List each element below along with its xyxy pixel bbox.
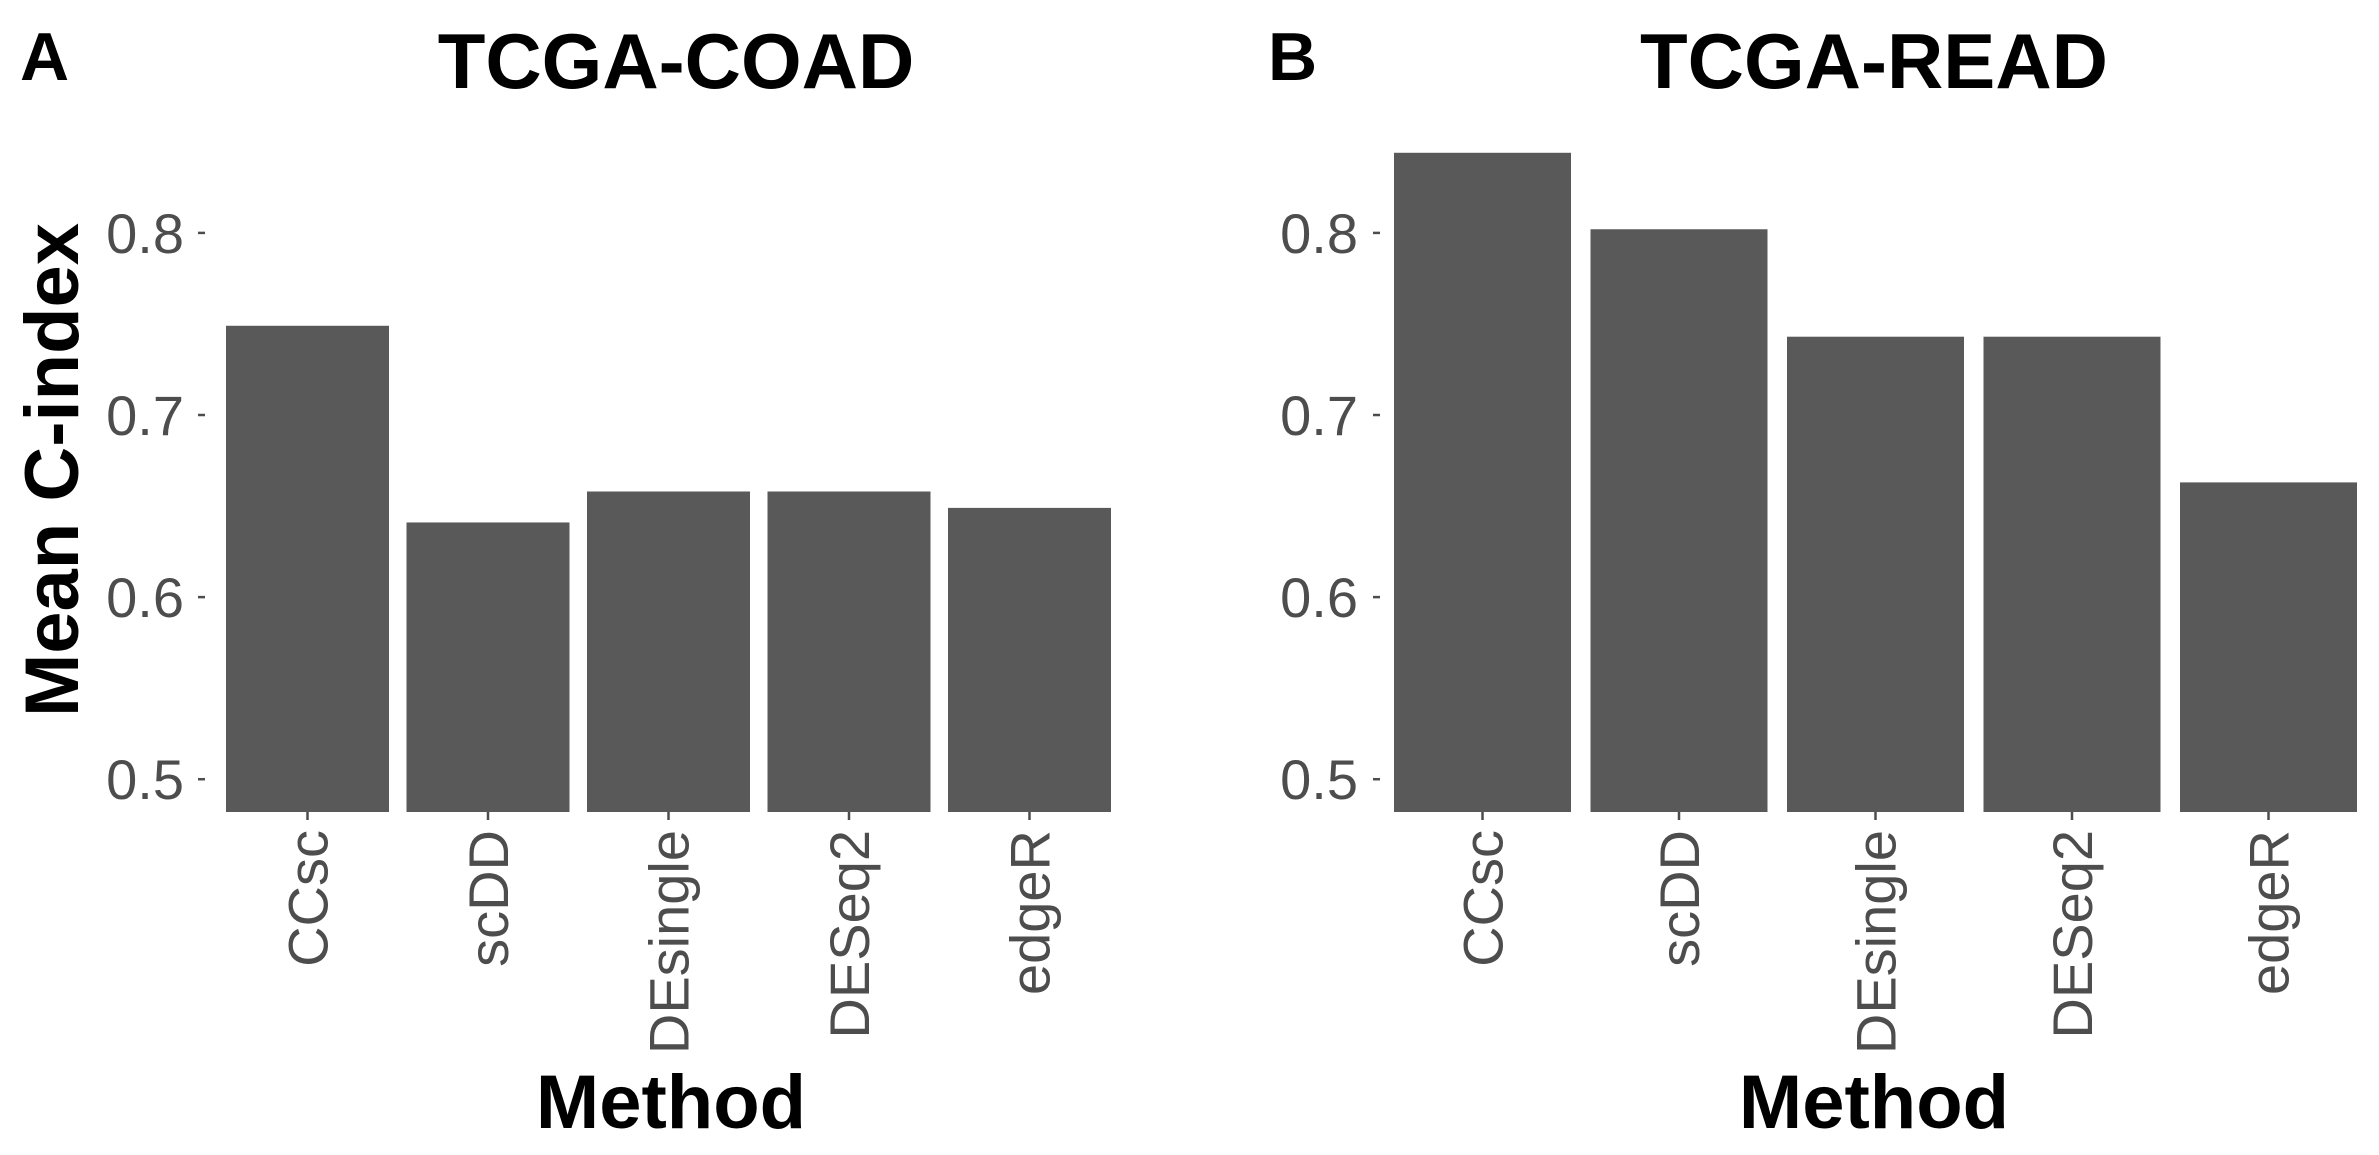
x-axis-title: Method <box>536 1060 806 1145</box>
x-tick-label: DEsingle <box>1845 830 1908 1054</box>
bar-scdd <box>406 522 570 812</box>
y-axis-title: Mean C-index <box>10 223 95 717</box>
bar-desingle <box>1787 336 1964 812</box>
y-tick-label: 0.8 <box>106 202 184 265</box>
chart-title: TCGA-COAD <box>438 17 915 105</box>
x-tick-label: scDD <box>1648 830 1711 967</box>
x-tick-label: DESeq2 <box>818 830 881 1039</box>
bar-ccsc <box>226 325 389 812</box>
x-tick-label: CCsc <box>277 830 340 967</box>
bar-scdd <box>1590 229 1768 812</box>
x-axis: CCsc scDD DEsingle DESeq2 edgeR <box>1452 812 2301 1054</box>
x-tick-label: edgeR <box>999 830 1062 995</box>
y-axis: 0.5 0.6 0.7 0.8 <box>1280 202 1380 811</box>
x-tick-label: CCsc <box>1452 830 1515 967</box>
panel-b: B TCGA-READ 0.5 0.6 0.7 0.8 CCsc scDD DEsingl… <box>1268 17 2357 1145</box>
x-tick-label: DESeq2 <box>2041 830 2104 1039</box>
bars <box>1394 152 2357 813</box>
y-tick-label: 0.6 <box>1280 566 1358 629</box>
bar-edger <box>2180 482 2357 812</box>
y-tick-label: 0.5 <box>106 748 184 811</box>
y-tick-label: 0.6 <box>106 566 184 629</box>
x-tick-label: DEsingle <box>638 830 701 1054</box>
panel-a: A TCGA-COAD 0.5 0.6 0.7 0.8 CCsc scDD DEsingl… <box>20 17 1111 1145</box>
panel-letter: B <box>1268 19 1317 95</box>
bar-deseq2 <box>1983 336 2161 812</box>
chart-title: TCGA-READ <box>1640 17 2108 105</box>
bar-deseq2 <box>767 491 931 812</box>
panel-letter: A <box>20 19 69 95</box>
x-axis: CCsc scDD DEsingle DESeq2 edgeR <box>277 812 1062 1054</box>
y-tick-label: 0.7 <box>1280 384 1358 447</box>
bar-desingle <box>587 491 750 812</box>
y-axis: 0.5 0.6 0.7 0.8 <box>106 202 205 811</box>
y-tick-label: 0.7 <box>106 384 184 447</box>
y-tick-label: 0.5 <box>1280 748 1358 811</box>
x-tick-label: scDD <box>457 830 520 967</box>
bars <box>226 325 1111 812</box>
bar-ccsc <box>1394 152 1571 813</box>
bar-edger <box>948 507 1111 812</box>
x-axis-title: Method <box>1739 1060 2009 1145</box>
x-tick-label: edgeR <box>2238 830 2301 995</box>
y-tick-label: 0.8 <box>1280 202 1358 265</box>
